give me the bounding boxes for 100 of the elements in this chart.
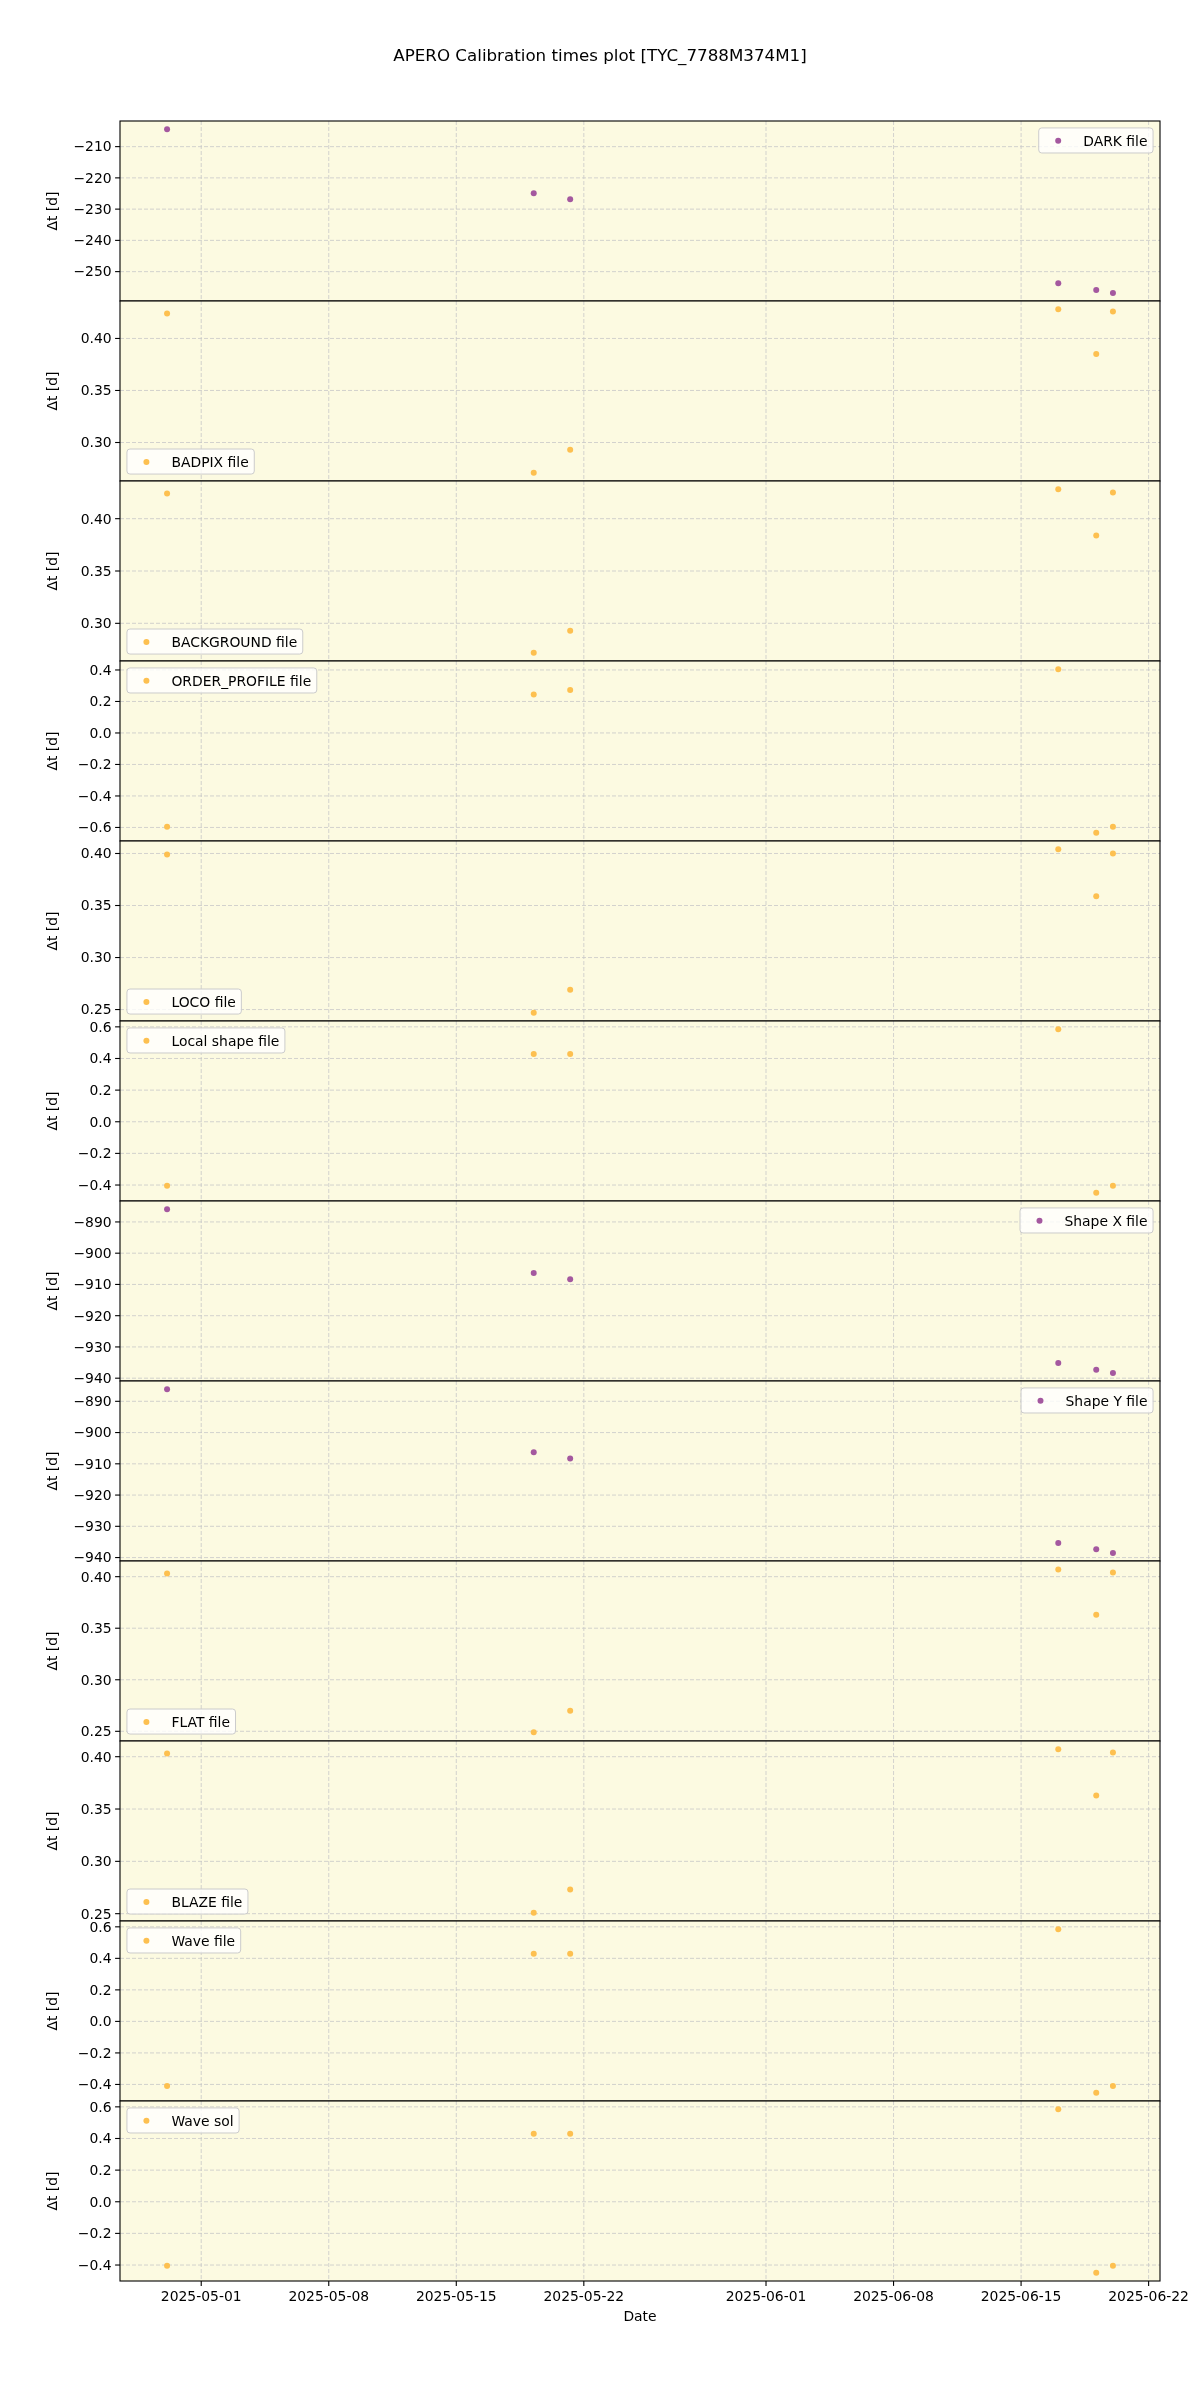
y-tick-label: 0.35 xyxy=(80,1620,112,1637)
point xyxy=(1109,1369,1116,1376)
y-tick-label: 0.30 xyxy=(80,1853,112,1870)
y-tick-label: 0.4 xyxy=(89,661,112,678)
y-tick-label: 0.35 xyxy=(80,897,112,914)
x-tick-label: 2025-05-15 xyxy=(415,2287,497,2304)
point xyxy=(164,2083,171,2090)
x-tick-label: 2025-05-01 xyxy=(160,2287,242,2304)
y-tick-label: 0.2 xyxy=(89,1981,112,1998)
point xyxy=(164,851,171,858)
point xyxy=(530,1909,537,1916)
y-axis-title: Δt [d] xyxy=(44,1811,60,1851)
x-tick-label: 2025-05-22 xyxy=(543,2287,625,2304)
point xyxy=(1093,351,1100,358)
y-tick-label: 0.0 xyxy=(89,1113,112,1130)
point xyxy=(1109,308,1116,315)
point xyxy=(567,1950,574,1957)
legend-label: BADPIX file xyxy=(171,453,249,470)
point xyxy=(1055,666,1062,673)
y-tick-label: 0.0 xyxy=(89,2193,112,2210)
point xyxy=(567,2130,574,2137)
y-axis-title: Δt [d] xyxy=(44,1991,60,2031)
point xyxy=(1055,1746,1062,1753)
y-tick-label: −930 xyxy=(73,1338,112,1355)
legend-label: Shape X file xyxy=(1064,1212,1148,1229)
y-tick-label: 0.4 xyxy=(89,1050,112,1067)
legend-label: FLAT file xyxy=(171,1713,230,1730)
point xyxy=(1093,2089,1100,2096)
point xyxy=(164,490,171,497)
y-tick-label: 0.2 xyxy=(89,2161,112,2178)
y-tick-label: 0.35 xyxy=(80,382,112,399)
point xyxy=(164,1182,171,1189)
x-tick-label: 2025-06-15 xyxy=(980,2287,1062,2304)
y-tick-label: −890 xyxy=(73,1213,112,1230)
y-tick-label: −0.4 xyxy=(77,2076,112,2093)
point xyxy=(164,1750,171,1757)
point xyxy=(567,1276,574,1283)
point xyxy=(530,469,537,476)
point xyxy=(1109,2083,1116,2090)
y-tick-label: −240 xyxy=(73,232,112,249)
y-tick-label: 0.40 xyxy=(80,1748,112,1765)
point xyxy=(567,1886,574,1893)
y-tick-label: −0.2 xyxy=(77,756,112,773)
point xyxy=(1109,823,1116,830)
point xyxy=(1055,486,1062,493)
point xyxy=(1109,1569,1116,1576)
y-tick-label: 0.2 xyxy=(89,1081,112,1098)
y-axis-title: Δt [d] xyxy=(44,1631,60,1671)
point xyxy=(567,986,574,993)
y-tick-label: 0.0 xyxy=(89,724,112,741)
point xyxy=(1093,893,1100,900)
y-tick-label: −230 xyxy=(73,200,112,217)
y-tick-label: −900 xyxy=(73,1245,112,1262)
point xyxy=(164,823,171,830)
point xyxy=(567,1707,574,1714)
y-tick-label: −910 xyxy=(73,1455,112,1472)
point xyxy=(164,1570,171,1577)
y-tick-label: 0.35 xyxy=(80,1800,112,1817)
y-tick-label: −0.2 xyxy=(77,2044,112,2061)
y-axis-title: Δt [d] xyxy=(44,1271,60,1311)
x-tick-label: 2025-06-22 xyxy=(1108,2287,1189,2304)
y-axis-title: Δt [d] xyxy=(44,731,60,771)
point xyxy=(1093,1611,1100,1618)
legend-label: BACKGROUND file xyxy=(171,633,298,650)
point xyxy=(1055,2106,1062,2113)
y-tick-label: 0.40 xyxy=(80,845,112,862)
y-tick-label: 0.4 xyxy=(89,2130,112,2147)
legend-label: LOCO file xyxy=(171,993,236,1010)
y-tick-label: 0.4 xyxy=(89,1950,112,1967)
y-tick-label: −920 xyxy=(73,1486,112,1503)
chart-title: APERO Calibration times plot [TYC_7788M374M1] xyxy=(393,45,807,66)
y-tick-label: −910 xyxy=(73,1276,112,1293)
y-axis-title: Δt [d] xyxy=(44,551,60,591)
point xyxy=(1055,846,1062,853)
point xyxy=(1055,306,1062,313)
point xyxy=(567,1455,574,1462)
y-tick-label: 0.6 xyxy=(89,2098,112,2115)
point xyxy=(1093,2269,1100,2276)
y-axis-title: Δt [d] xyxy=(44,1451,60,1491)
point xyxy=(530,649,537,656)
point xyxy=(1093,829,1100,836)
point xyxy=(164,310,171,317)
y-axis-title: Δt [d] xyxy=(44,191,60,231)
x-tick-label: 2025-05-08 xyxy=(288,2287,370,2304)
x-axis-title: Date xyxy=(623,2308,657,2324)
point xyxy=(1093,532,1100,539)
legend-label: Wave sol xyxy=(171,2112,234,2129)
point xyxy=(1109,2262,1116,2269)
point xyxy=(1093,1366,1100,1373)
point xyxy=(1109,289,1116,296)
y-tick-label: −940 xyxy=(73,1549,112,1566)
y-tick-label: 0.2 xyxy=(89,693,112,710)
point xyxy=(164,126,171,133)
legend-label: DARK file xyxy=(1083,132,1148,149)
y-tick-label: 0.40 xyxy=(80,330,112,347)
y-tick-label: 0.6 xyxy=(89,1018,112,1035)
point xyxy=(164,1206,171,1213)
y-tick-label: 0.30 xyxy=(80,434,112,451)
point xyxy=(1093,287,1100,294)
x-tick-label: 2025-06-01 xyxy=(725,2287,807,2304)
